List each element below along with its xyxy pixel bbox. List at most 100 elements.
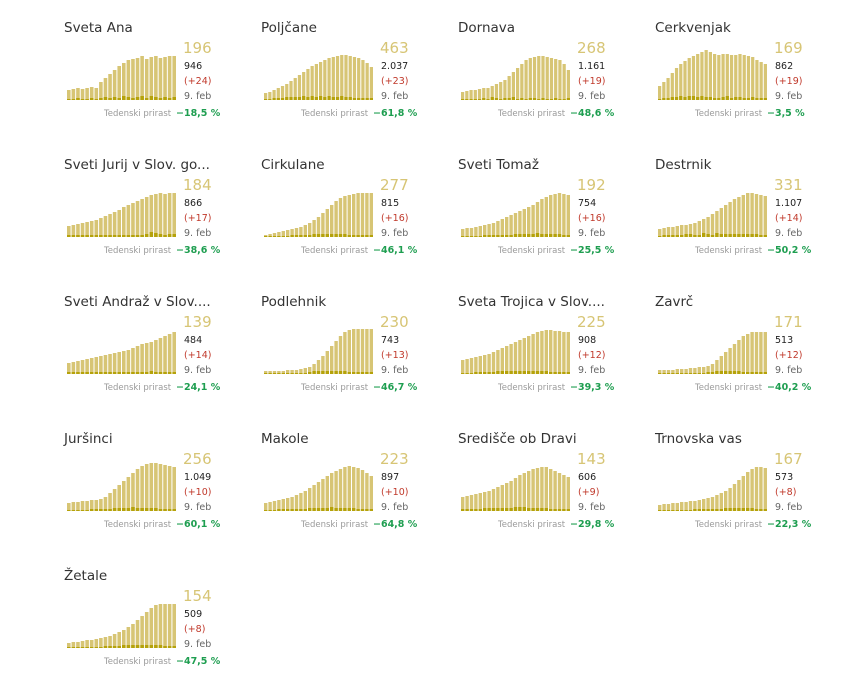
active-bar (281, 499, 285, 511)
active-bar (352, 194, 356, 237)
active-bar (754, 332, 759, 374)
new-cases-bar (662, 373, 666, 374)
active-bar (477, 89, 482, 100)
active-bar (724, 491, 728, 511)
new-cases-bar (163, 235, 167, 237)
new-cases-bar (507, 98, 511, 100)
new-cases-bar (338, 371, 343, 374)
active-bar (483, 492, 487, 511)
new-cases-bar (518, 234, 522, 237)
active-bar (334, 201, 338, 237)
active-bar (71, 362, 76, 374)
active-bar (732, 199, 737, 237)
active-bar (290, 229, 294, 237)
new-cases-bar (67, 647, 71, 648)
new-cases-bar (520, 98, 524, 100)
active-bar (122, 207, 126, 237)
active-bar (80, 89, 85, 100)
new-cases-bar (108, 372, 112, 374)
new-cases-bar (94, 235, 99, 237)
growth-label: Tedenski prirast (104, 520, 172, 530)
active-bar (759, 467, 763, 511)
new-cases-bar (140, 508, 144, 511)
active-bar (365, 193, 369, 237)
active-bar (544, 467, 548, 511)
total-cases-value: 509 (184, 609, 203, 620)
new-cases-bar (76, 372, 80, 374)
new-cases-bar (71, 510, 76, 511)
new-cases-bar (505, 371, 509, 374)
new-cases-bar (505, 508, 509, 511)
mini-bar-chart (67, 463, 176, 511)
active-bar (85, 359, 89, 374)
active-cases-value: 256 (183, 450, 212, 468)
active-bar (680, 502, 684, 511)
new-cases-bar (531, 508, 535, 511)
active-bar (670, 73, 674, 100)
new-cases-bar (321, 508, 325, 511)
active-bar (334, 341, 338, 374)
active-bar (496, 487, 500, 511)
new-cases-bar (348, 97, 352, 100)
mini-bar-chart (658, 193, 767, 237)
municipality-card: Trnovska vas 167 573 (+8) 9. feb Tedenski pri… (655, 431, 845, 556)
total-cases-value: 1.107 (775, 198, 803, 209)
new-cases-bar (294, 509, 299, 511)
new-cases-bar (163, 372, 167, 374)
active-bar (99, 499, 103, 511)
active-bar (710, 364, 715, 374)
new-cases-bar (750, 372, 754, 374)
date-label: 9. feb (775, 365, 803, 376)
active-bar (516, 68, 520, 100)
new-cases-bar (754, 509, 759, 511)
new-cases-bar (330, 234, 334, 237)
new-cases-bar (149, 508, 154, 511)
new-cases-bar (680, 235, 684, 237)
active-bar (360, 193, 365, 237)
active-bar (316, 217, 321, 237)
active-bar (286, 498, 290, 511)
new-cases-bar (281, 509, 285, 511)
active-bar (158, 193, 163, 237)
new-cases-bar (135, 508, 140, 511)
new-cases-bar (759, 509, 763, 511)
active-bar (509, 481, 513, 511)
active-bar (732, 484, 737, 511)
active-bar (541, 56, 545, 100)
new-cases-bar (289, 97, 293, 100)
active-bar (67, 363, 71, 374)
active-bar (71, 89, 76, 100)
new-cases-bar (67, 235, 71, 237)
new-cases-bar (684, 234, 688, 237)
active-bar (518, 211, 522, 237)
date-label: 9. feb (775, 228, 803, 239)
active-cases-value: 223 (380, 450, 409, 468)
municipality-name: Poljčane (261, 20, 317, 36)
new-cases-bar (483, 508, 487, 511)
new-cases-bar (149, 371, 154, 374)
new-cases-bar (272, 510, 277, 511)
active-bar (330, 205, 334, 237)
new-cases-bar (312, 508, 316, 511)
mini-bar-chart (461, 467, 570, 511)
new-cases-bar (713, 98, 717, 100)
new-cases-bar (76, 235, 80, 237)
active-bar (303, 491, 307, 511)
active-bar (553, 194, 557, 237)
new-cases-bar (144, 372, 149, 374)
active-bar (294, 495, 299, 511)
growth-label: Tedenski prirast (498, 246, 566, 256)
new-cases-bar (693, 509, 697, 511)
active-bar (708, 52, 712, 100)
new-cases-bar (149, 96, 154, 100)
active-bar (289, 81, 293, 100)
active-bar (126, 477, 131, 511)
new-cases-bar (509, 508, 513, 511)
active-bar (340, 55, 344, 100)
municipality-card: Sveti Andraž v Slov.... 139 484 (+14) 9. feb… (64, 294, 254, 419)
new-cases-bar (553, 372, 557, 374)
active-bar (507, 76, 511, 100)
new-cases-bar (702, 373, 706, 374)
new-cases-bar (321, 234, 325, 237)
active-bar (658, 229, 662, 237)
